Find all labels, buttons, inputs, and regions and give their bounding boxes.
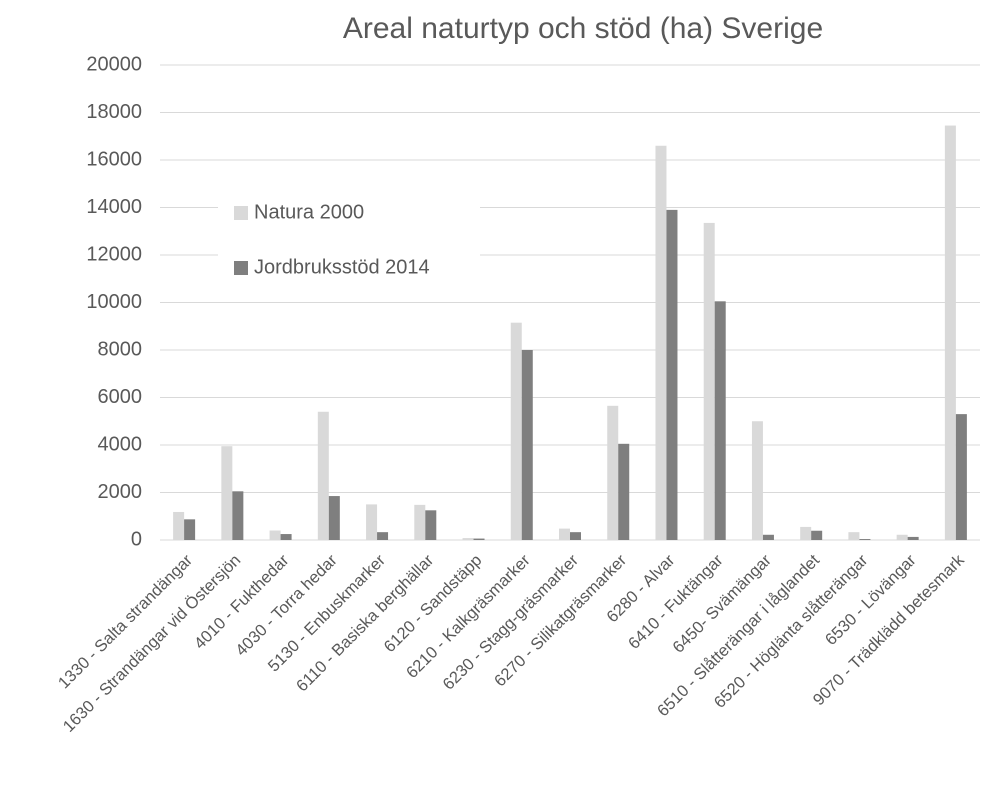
- y-tick-label: 10000: [86, 291, 142, 313]
- y-tick-label: 18000: [86, 101, 142, 123]
- y-tick-label: 4000: [98, 433, 143, 455]
- bar: [800, 526, 812, 540]
- legend-background: [218, 195, 480, 290]
- y-tick-label: 12000: [86, 243, 142, 265]
- legend-swatch: [234, 206, 248, 220]
- bar: [714, 301, 726, 540]
- bar: [184, 519, 196, 540]
- bar: [618, 443, 630, 540]
- bar: [280, 534, 292, 540]
- bar: [762, 534, 774, 540]
- bar: [859, 539, 871, 540]
- bar: [173, 511, 185, 540]
- bar: [955, 414, 967, 540]
- bar: [425, 510, 437, 540]
- chart-title: Areal naturtyp och stöd (ha) Sverige: [343, 12, 823, 45]
- bar: [521, 350, 533, 540]
- x-tick-label: 1630 - Strandängar vid Östersjön: [60, 551, 245, 736]
- bar: [510, 322, 522, 540]
- bar: [377, 532, 389, 540]
- bar: [848, 532, 860, 540]
- legend-label: Jordbruksstöd 2014: [254, 256, 430, 278]
- y-tick-label: 2000: [98, 481, 143, 503]
- bar: [607, 405, 619, 540]
- bar: [944, 125, 956, 540]
- legend-swatch: [234, 261, 248, 275]
- bar: [221, 446, 233, 540]
- bar: [328, 496, 340, 540]
- bar: [703, 222, 715, 540]
- bar: [232, 491, 244, 540]
- bar: [559, 528, 570, 540]
- y-tick-label: 20000: [86, 53, 142, 75]
- bar: [666, 209, 678, 540]
- bar: [907, 536, 919, 540]
- bar: [269, 530, 281, 540]
- bar: [751, 421, 763, 540]
- y-tick-label: 8000: [98, 338, 143, 360]
- bar: [462, 538, 474, 540]
- y-tick-label: 6000: [98, 386, 143, 408]
- bar: [570, 532, 581, 540]
- y-tick-label: 0: [131, 528, 142, 550]
- bar: [655, 145, 667, 540]
- bar: [811, 530, 823, 540]
- y-tick-label: 16000: [86, 148, 142, 170]
- bar: [896, 534, 908, 540]
- bar: [366, 504, 378, 540]
- y-tick-label: 14000: [86, 196, 142, 218]
- bar: [473, 538, 485, 540]
- bar: [317, 411, 329, 540]
- legend-label: Natura 2000: [254, 201, 364, 223]
- bar: [414, 504, 426, 540]
